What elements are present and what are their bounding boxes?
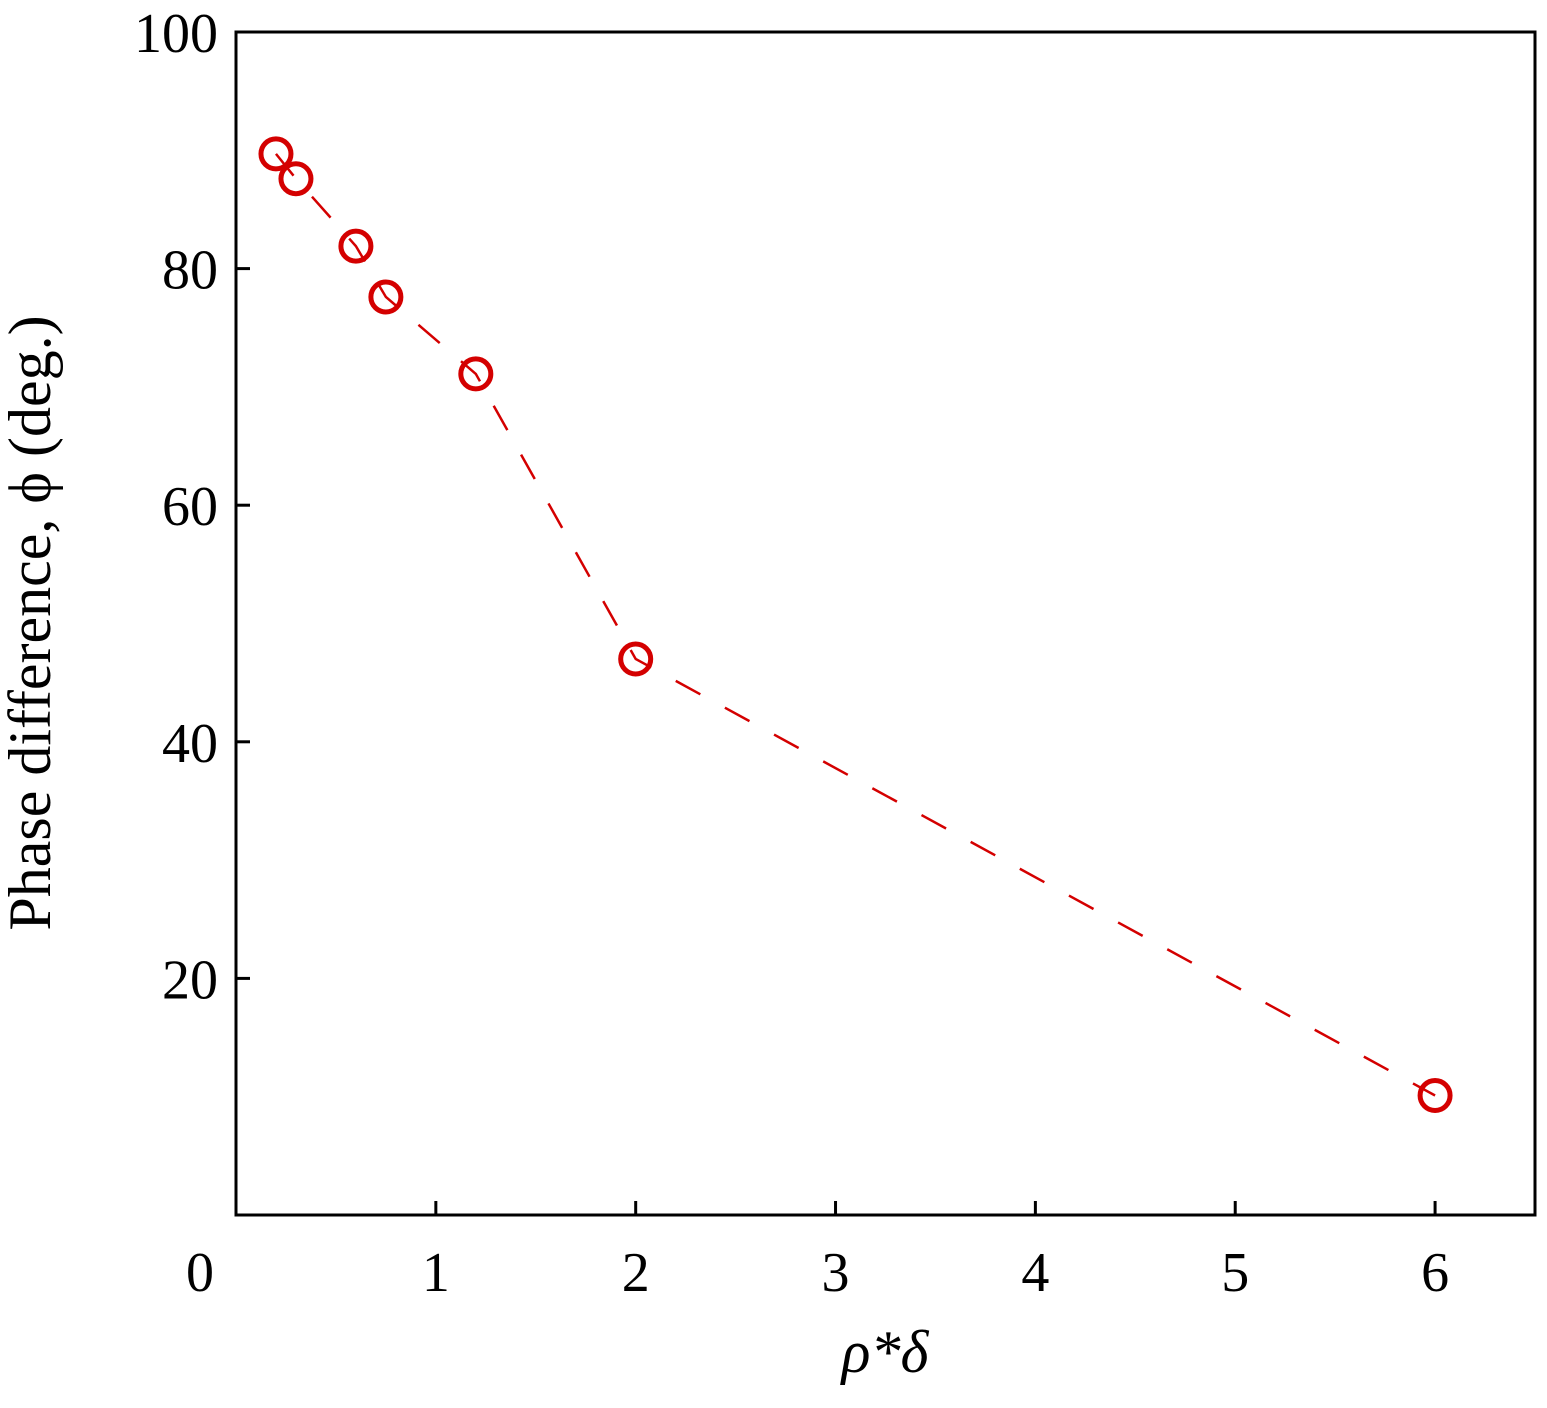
data-point: [1417, 1078, 1453, 1114]
y-tick-label: 40: [162, 713, 218, 775]
data-point: [278, 161, 314, 197]
y-tick-label: 20: [162, 949, 218, 1011]
x-tick-label: 5: [1221, 1242, 1249, 1304]
y-tick-label: 100: [134, 3, 218, 65]
x-tick-label: 0: [186, 1242, 214, 1304]
data-point: [258, 136, 294, 172]
data-point: [458, 356, 494, 392]
y-tick-label: 80: [162, 240, 218, 302]
x-tick-label: 4: [1021, 1242, 1049, 1304]
data-point: [338, 228, 374, 264]
x-tick-label: 2: [622, 1242, 650, 1304]
data-line: [274, 153, 1436, 1097]
data-point: [618, 641, 654, 677]
x-tick-label: 6: [1421, 1242, 1449, 1304]
x-tick-label: 3: [822, 1242, 850, 1304]
data-point: [368, 279, 404, 315]
y-tick-label: 60: [162, 476, 218, 538]
y-axis-label: Phase difference, ϕ (deg.): [0, 315, 63, 930]
x-axis-label: ρ*δ: [840, 1319, 930, 1385]
x-tick-label: 1: [422, 1242, 450, 1304]
plot-frame: [234, 30, 1537, 1217]
